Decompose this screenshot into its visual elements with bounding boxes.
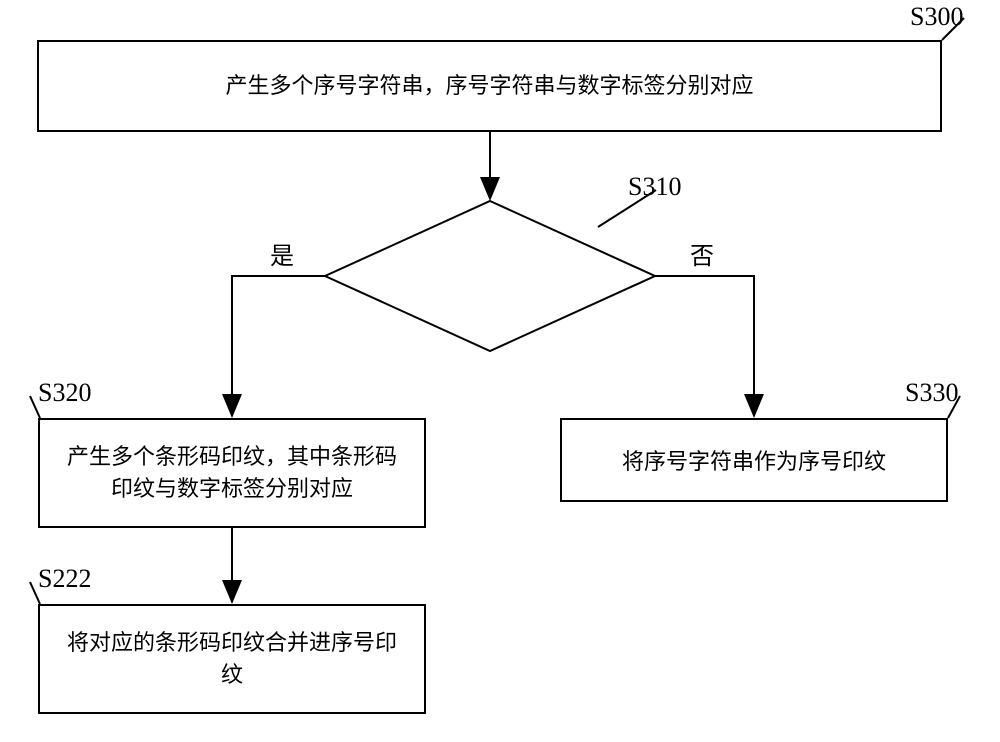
node-s310-text: 判断防伪功能是否启动 — [380, 262, 600, 291]
node-s330-label: S330 — [905, 378, 958, 408]
node-s310-label: S310 — [628, 172, 681, 202]
node-s300-label: S300 — [910, 2, 963, 32]
branch-no-label: 否 — [690, 236, 714, 271]
node-s310-shape — [325, 201, 655, 351]
node-s222-text: 将对应的条形码印纹合并进序号印纹 — [58, 627, 406, 691]
node-s320-text: 产生多个条形码印纹，其中条形码印纹与数字标签分别对应 — [58, 441, 406, 505]
node-s222-label: S222 — [38, 564, 91, 594]
edge-s310-s330 — [655, 276, 754, 416]
flowchart-canvas: 产生多个序号字符串，序号字符串与数字标签分别对应 S300 .diamond{d… — [0, 0, 1000, 742]
node-s300-text: 产生多个序号字符串，序号字符串与数字标签分别对应 — [225, 71, 753, 102]
node-s320: 产生多个条形码印纹，其中条形码印纹与数字标签分别对应 — [38, 418, 426, 528]
node-s310-textwrap: 判断防伪功能是否启动 — [325, 201, 655, 351]
node-s320-label: S320 — [38, 378, 91, 408]
branch-yes-label: 是 — [270, 236, 294, 271]
node-s300: 产生多个序号字符串，序号字符串与数字标签分别对应 — [37, 40, 942, 132]
edge-s310-s320 — [232, 276, 325, 416]
node-s330-text: 将序号字符串作为序号印纹 — [622, 444, 886, 476]
node-s222: 将对应的条形码印纹合并进序号印纹 — [38, 604, 426, 714]
node-s330: 将序号字符串作为序号印纹 — [560, 418, 948, 502]
